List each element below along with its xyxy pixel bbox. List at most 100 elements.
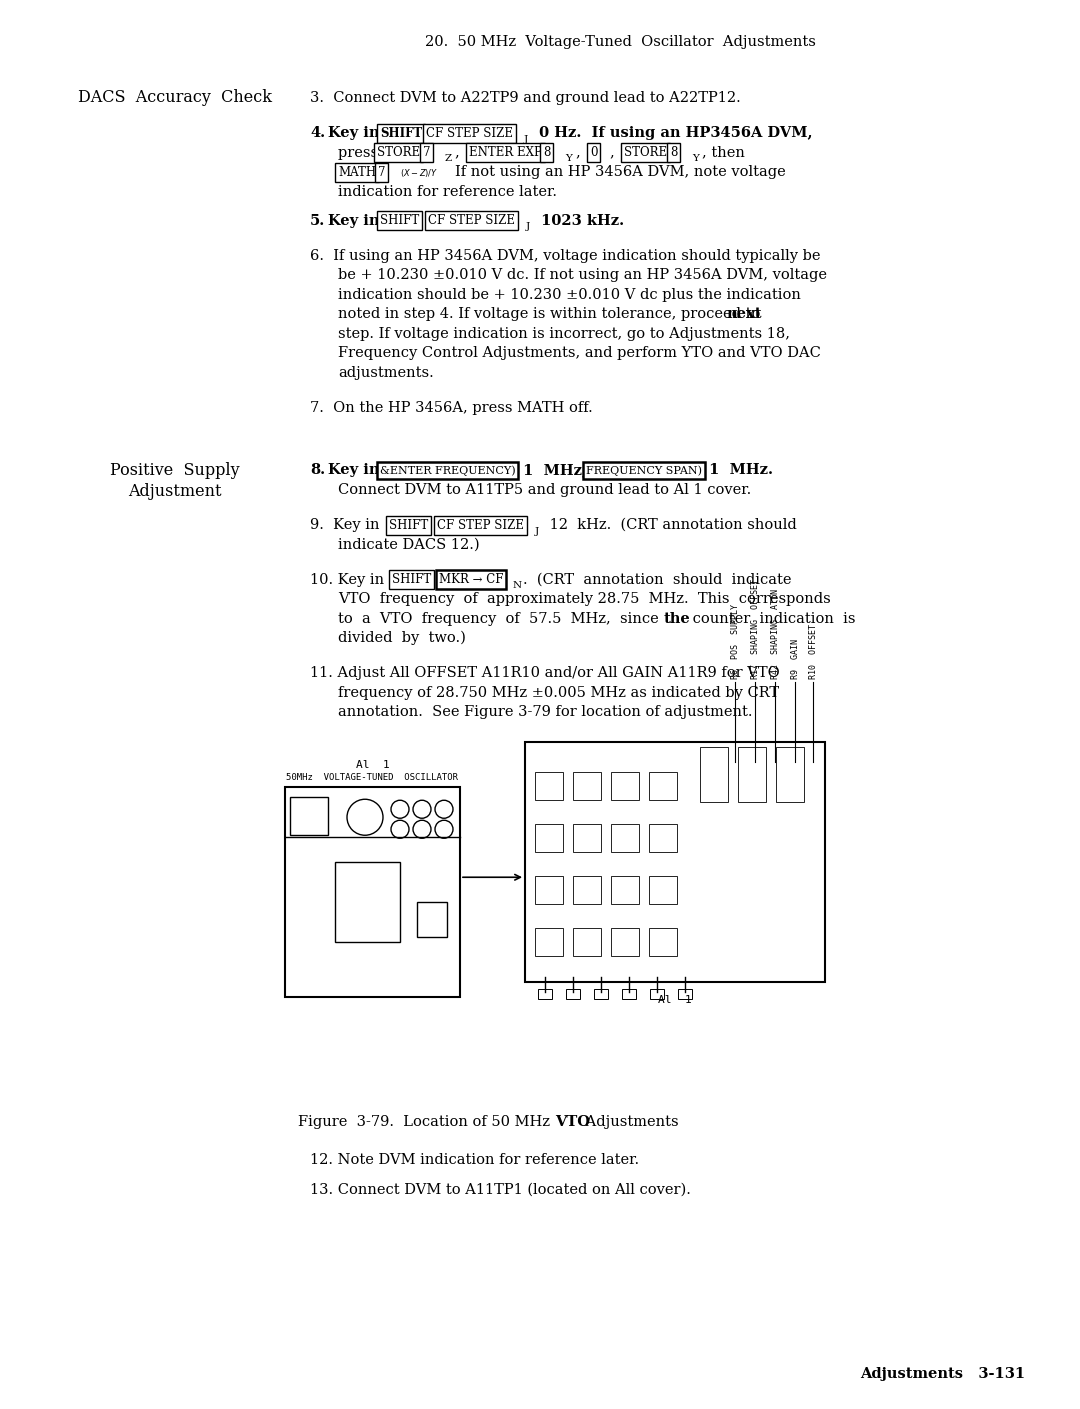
Text: ,: , — [610, 145, 619, 159]
Text: FREQUENCY SPAN): FREQUENCY SPAN) — [586, 465, 702, 476]
Text: Al  1: Al 1 — [658, 995, 692, 1005]
Text: DACS  Accuracy  Check: DACS Accuracy Check — [78, 90, 272, 107]
Bar — [649, 772, 677, 800]
Text: indication for reference later.: indication for reference later. — [338, 185, 557, 199]
Text: Y: Y — [692, 154, 699, 163]
Circle shape — [435, 800, 453, 819]
Text: SHIFT: SHIFT — [389, 519, 429, 531]
Text: noted in step 4. If voltage is within tolerance, proceed to: noted in step 4. If voltage is within to… — [338, 307, 765, 321]
Text: R10  OFFSET: R10 OFFSET — [809, 624, 818, 679]
Text: , then: , then — [702, 145, 745, 159]
Bar — [573, 824, 600, 852]
Text: 7: 7 — [423, 147, 431, 159]
Text: Key in: Key in — [328, 464, 384, 478]
Text: 12  kHz.  (CRT annotation should: 12 kHz. (CRT annotation should — [545, 519, 797, 533]
Bar — [573, 772, 600, 800]
Bar — [525, 743, 825, 982]
Circle shape — [435, 820, 453, 838]
Circle shape — [391, 800, 409, 819]
Text: Adjustments   3-131: Adjustments 3-131 — [860, 1367, 1025, 1381]
Text: indication should be + 10.230 ±0.010 V dc plus the indication: indication should be + 10.230 ±0.010 V d… — [338, 287, 801, 302]
Text: CF STEP SIZE: CF STEP SIZE — [428, 214, 515, 227]
Bar — [611, 929, 639, 957]
Text: press: press — [338, 145, 382, 159]
Bar — [650, 989, 664, 999]
Text: indicate DACS 12.): indicate DACS 12.) — [338, 538, 480, 551]
Text: SHIFT: SHIFT — [380, 127, 422, 139]
Text: MKR → CF: MKR → CF — [438, 573, 503, 586]
Text: VTO  frequency  of  approximately 28.75  MHz.  This  corresponds: VTO frequency of approximately 28.75 MHz… — [338, 592, 831, 606]
Text: step. If voltage indication is incorrect, go to Adjustments 18,: step. If voltage indication is incorrect… — [338, 327, 789, 341]
Bar — [649, 824, 677, 852]
Bar — [566, 989, 580, 999]
Text: If not using an HP 3456A DVM, note voltage: If not using an HP 3456A DVM, note volta… — [455, 165, 786, 179]
Text: Y: Y — [565, 154, 572, 163]
Bar — [335, 862, 400, 943]
Text: 20.  50 MHz  Voltage-Tuned  Oscillator  Adjustments: 20. 50 MHz Voltage-Tuned Oscillator Adju… — [424, 35, 815, 49]
Circle shape — [413, 800, 431, 819]
Text: be + 10.230 ±0.010 V dc. If not using an HP 3456A DVM, voltage: be + 10.230 ±0.010 V dc. If not using an… — [338, 269, 827, 282]
Text: 50MHz  VOLTAGE-TUNED  OSCILLATOR: 50MHz VOLTAGE-TUNED OSCILLATOR — [286, 772, 459, 782]
Text: Figure  3-79.  Location of 50 MHz: Figure 3-79. Location of 50 MHz — [298, 1116, 555, 1129]
Text: counter  indication  is: counter indication is — [688, 612, 855, 626]
Text: R6  POS  SUPPLY: R6 POS SUPPLY — [730, 604, 740, 679]
Text: Al  1: Al 1 — [355, 761, 390, 771]
Text: STORE: STORE — [377, 147, 420, 159]
Bar — [611, 824, 639, 852]
Text: next: next — [726, 307, 761, 321]
Text: 10. Key in: 10. Key in — [310, 572, 389, 586]
Bar — [535, 876, 563, 905]
Text: 3.  Connect DVM to A22TP9 and ground lead to A22TP12.: 3. Connect DVM to A22TP9 and ground lead… — [310, 92, 741, 106]
Text: R17  SHAPING  OFFSET: R17 SHAPING OFFSET — [751, 579, 759, 679]
Bar — [649, 929, 677, 957]
Bar — [777, 747, 804, 802]
Text: divided  by  two.): divided by two.) — [338, 631, 465, 645]
Text: 7.  On the HP 3456A, press MATH off.: 7. On the HP 3456A, press MATH off. — [310, 402, 593, 416]
Text: 0 Hz.  If using an HP3456A DVM,: 0 Hz. If using an HP3456A DVM, — [534, 125, 812, 139]
Bar — [535, 772, 563, 800]
Text: Key in: Key in — [328, 125, 384, 139]
Text: adjustments.: adjustments. — [338, 366, 434, 380]
Circle shape — [413, 820, 431, 838]
Bar — [285, 788, 460, 998]
Text: MATH: MATH — [338, 166, 376, 179]
Text: 1023 kHz.: 1023 kHz. — [536, 214, 624, 228]
Text: to  a  VTO  frequency  of  57.5  MHz,  since: to a VTO frequency of 57.5 MHz, since — [338, 612, 663, 626]
Bar — [700, 747, 728, 802]
Text: 4.: 4. — [310, 125, 325, 139]
Text: 11. Adjust All OFFSET A11R10 and/or All GAIN A11R9 for VTO: 11. Adjust All OFFSET A11R10 and/or All … — [310, 666, 780, 681]
Text: J: J — [526, 223, 530, 231]
Circle shape — [391, 820, 409, 838]
Bar — [535, 824, 563, 852]
Bar — [535, 929, 563, 957]
Text: 7: 7 — [378, 166, 386, 179]
Text: 1  MHz.: 1 MHz. — [704, 464, 773, 478]
Text: 9.  Key in: 9. Key in — [310, 519, 384, 533]
Text: Adjustments: Adjustments — [581, 1116, 678, 1129]
Text: N: N — [513, 581, 522, 590]
Bar — [738, 747, 766, 802]
Text: annotation.  See Figure 3-79 for location of adjustment.: annotation. See Figure 3-79 for location… — [338, 706, 753, 719]
Bar — [678, 989, 692, 999]
Text: 1  MHz,: 1 MHz, — [518, 464, 597, 478]
Bar — [594, 989, 608, 999]
Text: CF STEP SIZE: CF STEP SIZE — [437, 519, 524, 531]
Text: 6.  If using an HP 3456A DVM, voltage indication should typically be: 6. If using an HP 3456A DVM, voltage ind… — [310, 249, 821, 263]
Text: frequency of 28.750 MHz ±0.005 MHz as indicated by CRT: frequency of 28.750 MHz ±0.005 MHz as in… — [338, 686, 779, 700]
Text: &ENTER FREQUENCY): &ENTER FREQUENCY) — [380, 465, 515, 476]
Text: 8: 8 — [543, 147, 551, 159]
Text: 0: 0 — [590, 147, 597, 159]
Bar — [611, 876, 639, 905]
Text: R42  SHAPING  ATTN: R42 SHAPING ATTN — [770, 589, 780, 679]
Bar — [649, 876, 677, 905]
Text: SHIFT: SHIFT — [380, 214, 419, 227]
Bar — [622, 989, 636, 999]
Text: STORE: STORE — [624, 147, 667, 159]
Text: 12. Note DVM indication for reference later.: 12. Note DVM indication for reference la… — [310, 1153, 639, 1167]
Text: Z: Z — [445, 154, 453, 163]
Text: 13. Connect DVM to A11TP1 (located on All cover).: 13. Connect DVM to A11TP1 (located on Al… — [310, 1182, 691, 1196]
Bar — [291, 797, 328, 836]
Text: Connect DVM to A11TP5 and ground lead to Al 1 cover.: Connect DVM to A11TP5 and ground lead to… — [338, 483, 752, 497]
Bar — [573, 876, 600, 905]
Text: J: J — [524, 135, 528, 144]
